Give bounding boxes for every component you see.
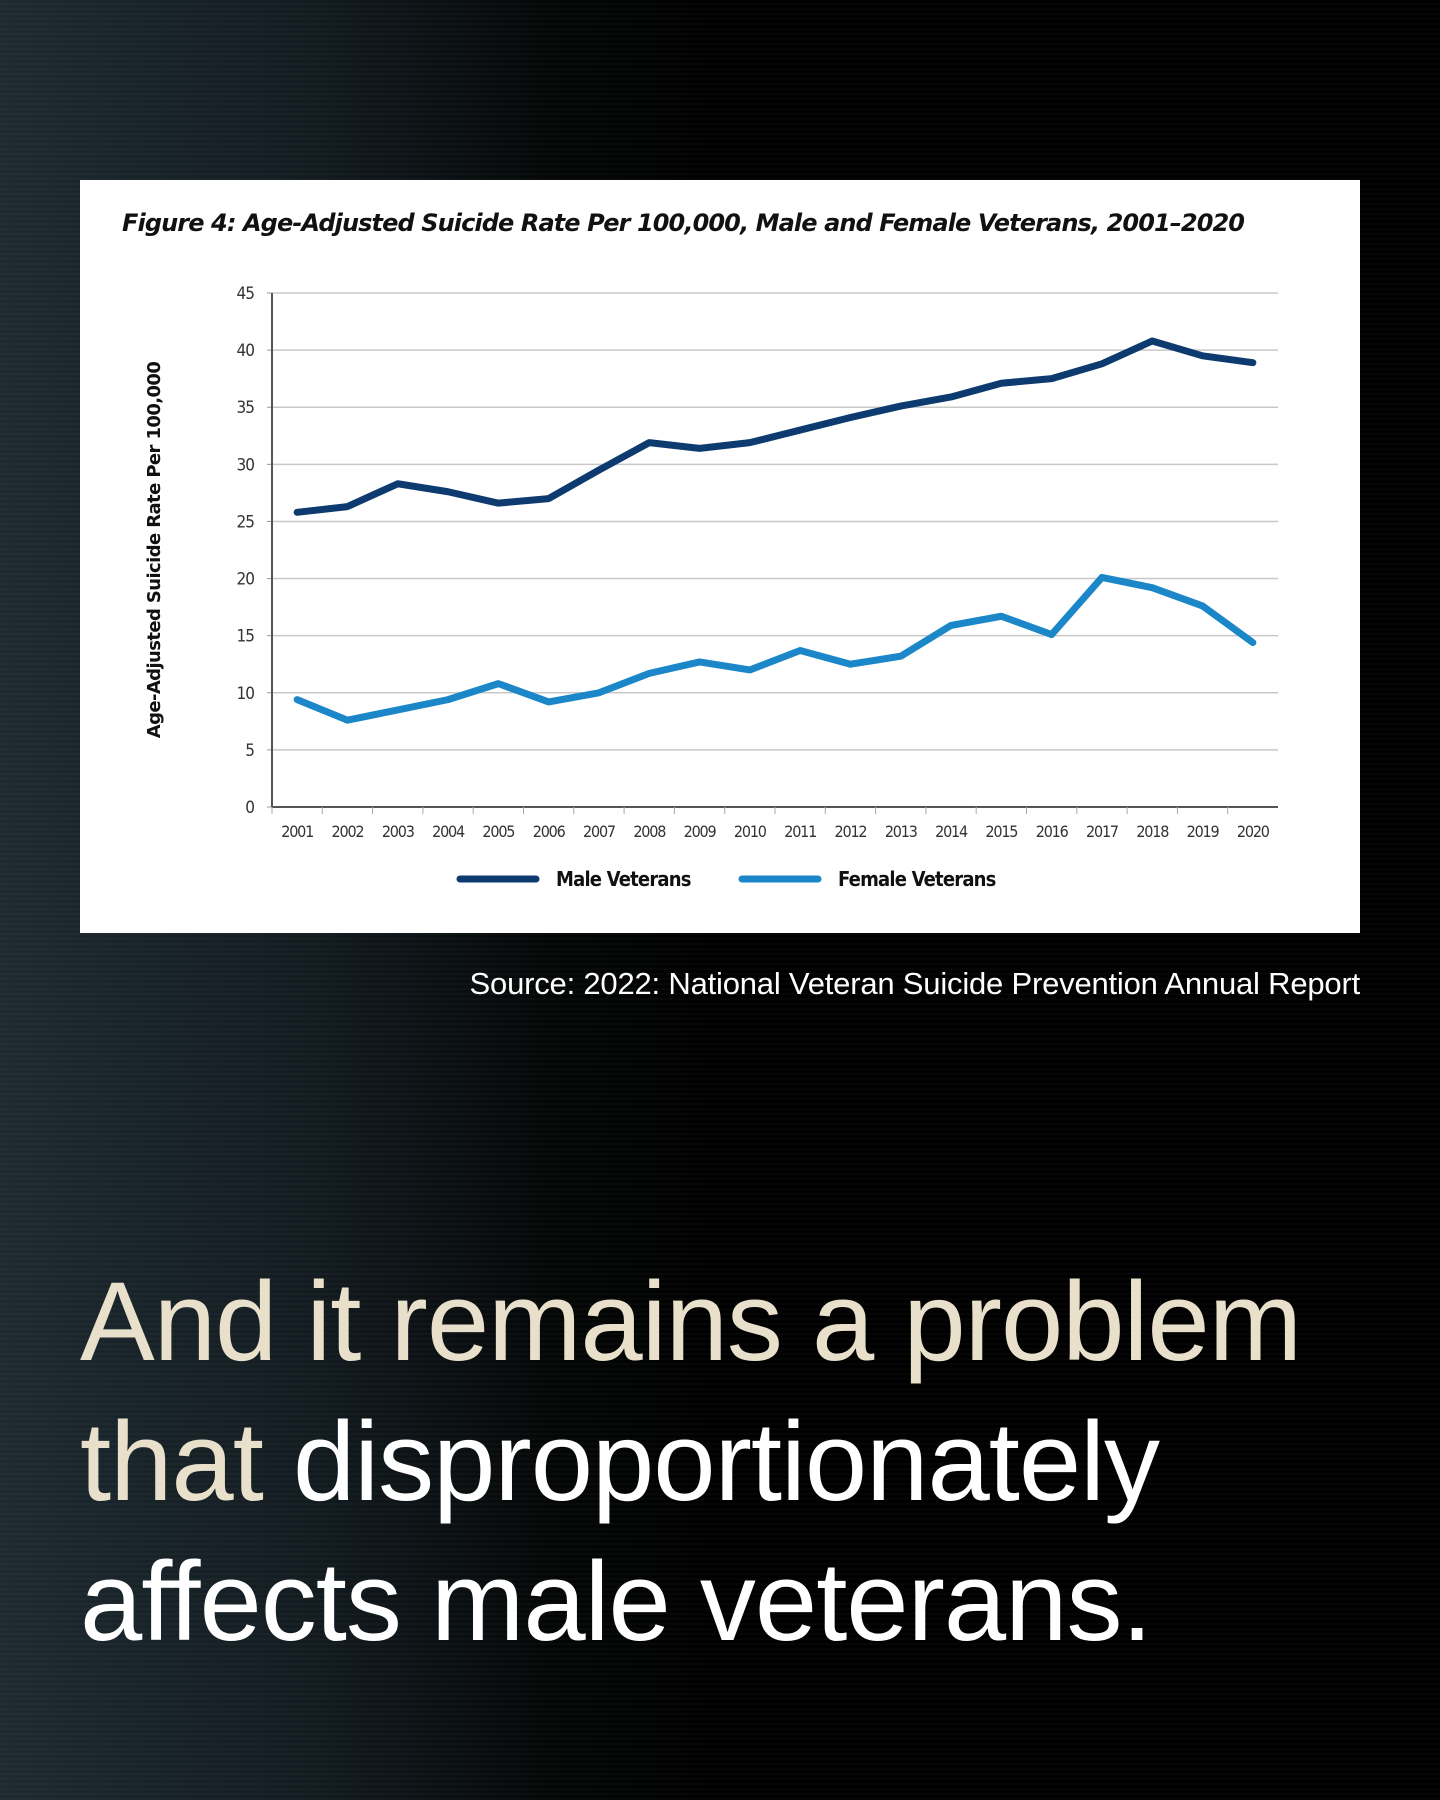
series-line-male-veterans xyxy=(293,337,1257,516)
x-tick-label: 2012 xyxy=(835,822,867,841)
headline-line-2a: that xyxy=(80,1399,264,1524)
y-tick-label: 0 xyxy=(245,798,254,818)
x-tick-label: 2001 xyxy=(281,822,313,841)
x-tick-label: 2007 xyxy=(583,822,615,841)
x-tick-label: 2020 xyxy=(1237,822,1270,841)
headline-line-3: affects male veterans. xyxy=(80,1539,1153,1664)
headline-line-2b: disproportionately xyxy=(292,1399,1160,1524)
headline-line-1: And it remains a problem xyxy=(80,1259,1302,1384)
line-chart: Figure 4: Age-Adjusted Suicide Rate Per … xyxy=(122,209,1278,891)
headline: And it remains a problem that disproport… xyxy=(80,1252,1302,1672)
x-tick-label: 2004 xyxy=(432,822,465,841)
x-tick-label: 2008 xyxy=(633,822,666,841)
y-tick-label: 20 xyxy=(237,570,255,590)
series-line-female-veterans xyxy=(293,573,1257,724)
y-tick-label: 30 xyxy=(237,455,255,475)
x-tick-label: 2015 xyxy=(985,822,1017,841)
chart-card: Figure 4: Age-Adjusted Suicide Rate Per … xyxy=(80,180,1360,933)
legend-label: Female Veterans xyxy=(838,867,996,891)
y-tick-label: 45 xyxy=(237,284,255,304)
x-tick-label: 2010 xyxy=(734,822,767,841)
x-tick-label: 2011 xyxy=(784,822,816,841)
source-caption: Source: 2022: National Veteran Suicide P… xyxy=(469,966,1361,1001)
y-tick-label: 10 xyxy=(237,684,255,704)
x-tick-label: 2017 xyxy=(1086,822,1118,841)
x-tick-label: 2005 xyxy=(482,822,514,841)
y-tick-label: 5 xyxy=(245,741,254,761)
y-axis-label: Age-Adjusted Suicide Rate Per 100,000 xyxy=(144,362,165,739)
y-tick-label: 35 xyxy=(237,398,255,418)
x-tick-label: 2002 xyxy=(332,822,364,841)
y-tick-label: 25 xyxy=(237,512,255,532)
x-tick-label: 2018 xyxy=(1136,822,1169,841)
y-tick-label: 15 xyxy=(237,627,255,647)
x-tick-label: 2019 xyxy=(1187,822,1220,841)
legend-label: Male Veterans xyxy=(556,867,691,891)
x-tick-label: 2009 xyxy=(684,822,717,841)
y-tick-label: 40 xyxy=(237,341,255,361)
x-tick-label: 2006 xyxy=(533,822,566,841)
x-tick-label: 2003 xyxy=(382,822,415,841)
x-tick-label: 2014 xyxy=(935,822,968,841)
x-tick-label: 2016 xyxy=(1036,822,1069,841)
x-tick-label: 2013 xyxy=(885,822,918,841)
chart-title: Figure 4: Age-Adjusted Suicide Rate Per … xyxy=(122,209,1244,237)
